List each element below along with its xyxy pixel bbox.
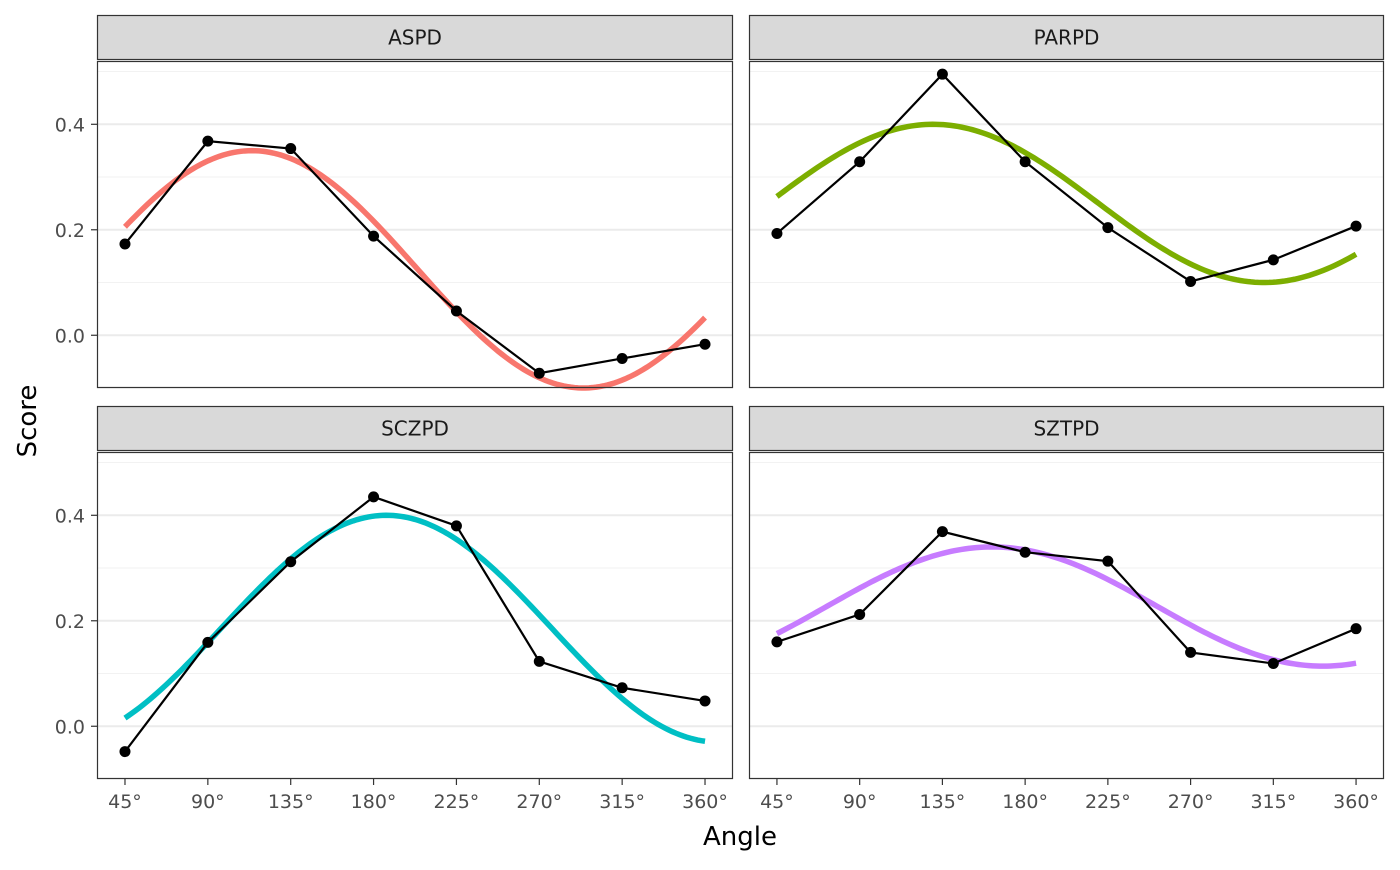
data-point	[1102, 222, 1114, 234]
x-tick-label: 315°	[1250, 791, 1296, 813]
facet-strip-label: ASPD	[388, 26, 442, 50]
x-tick-label: 180°	[351, 791, 397, 813]
fitted-curve-sztpd	[775, 544, 1357, 669]
x-tick-label: 360°	[682, 791, 728, 813]
data-point	[285, 556, 297, 568]
x-tick-label: 135°	[920, 791, 966, 813]
data-point	[368, 491, 380, 503]
data-point	[616, 352, 628, 364]
data-point	[1350, 623, 1362, 635]
data-point	[533, 655, 545, 667]
data-point	[285, 143, 297, 155]
y-tick-label: 0.4	[55, 114, 85, 136]
x-tick-label: 360°	[1333, 791, 1379, 813]
fitted-curve-parpd	[775, 121, 1358, 286]
x-tick-label: 135°	[268, 791, 314, 813]
y-tick-label: 0.0	[55, 716, 85, 738]
data-point	[533, 367, 545, 379]
data-point	[1019, 546, 1031, 558]
panel-background	[97, 452, 733, 779]
facet-strip	[96, 405, 734, 452]
x-tick-label: 90°	[843, 791, 877, 813]
data-point	[1267, 657, 1279, 669]
panel-background	[749, 452, 1384, 779]
panel-background	[749, 61, 1384, 388]
y-tick-label: 0.2	[55, 611, 85, 633]
data-point	[1185, 275, 1197, 287]
data-point	[1102, 555, 1114, 567]
data-point	[450, 305, 462, 317]
x-tick-label: 225°	[1085, 791, 1131, 813]
data-point	[854, 156, 866, 168]
facet-strip	[748, 14, 1385, 61]
panel-border	[96, 451, 734, 780]
x-tick-label: 45°	[108, 791, 142, 813]
panel-border	[748, 451, 1385, 780]
observed-line-parpd	[776, 72, 1357, 283]
y-tick-label: 0.2	[55, 220, 85, 242]
panel-background	[97, 61, 733, 388]
data-point	[1350, 220, 1362, 232]
x-tick-label: 315°	[599, 791, 645, 813]
data-point	[1019, 156, 1031, 168]
panel-border	[748, 60, 1385, 389]
x-tick-label: 45°	[760, 791, 794, 813]
data-point	[119, 238, 131, 250]
data-point	[202, 135, 214, 147]
panel-border	[96, 60, 734, 389]
data-point	[771, 636, 783, 648]
data-point	[699, 338, 711, 350]
panel-sczpd: SCZPD 0.0 0.2 0.4 45° 90° 135° 180° 225° 270° 315°…	[55, 405, 734, 813]
data-point	[1185, 646, 1197, 658]
data-point	[936, 68, 948, 80]
data-point	[936, 526, 948, 538]
data-point	[450, 520, 462, 532]
data-point	[699, 695, 711, 707]
facet-strip	[748, 405, 1385, 452]
data-point	[202, 636, 214, 648]
data-point	[368, 230, 380, 242]
x-tick-label: 270°	[516, 791, 562, 813]
facet-strip	[96, 14, 734, 61]
x-tick-label: 90°	[191, 791, 225, 813]
x-tick-label: 270°	[1168, 791, 1214, 813]
data-point	[616, 682, 628, 694]
y-tick-label: 0.0	[55, 325, 85, 347]
panel-sztpd: SZTPD 45° 90° 135° 180° 225° 270° 315° 360°	[748, 405, 1385, 813]
x-axis-title: Angle	[703, 822, 777, 852]
fitted-curve-aspd	[122, 147, 707, 391]
x-tick-label: 180°	[1002, 791, 1048, 813]
data-point	[119, 746, 131, 758]
y-tick-label: 0.4	[55, 505, 85, 527]
observed-line-aspd	[124, 140, 706, 375]
data-point	[1267, 254, 1279, 266]
facet-strip-label: PARPD	[1034, 26, 1100, 50]
panel-parpd: PARPD	[748, 14, 1385, 389]
x-tick-label: 225°	[434, 791, 480, 813]
y-axis-title: Score	[13, 385, 43, 458]
panel-aspd: ASPD 0.0 0.2 0.4	[55, 14, 734, 391]
facet-strip-label: SCZPD	[381, 417, 449, 441]
facet-strip-label: SZTPD	[1033, 417, 1099, 441]
data-point	[854, 608, 866, 620]
observed-line-sczpd	[124, 495, 706, 753]
data-point	[771, 227, 783, 239]
observed-line-sztpd	[776, 530, 1357, 665]
